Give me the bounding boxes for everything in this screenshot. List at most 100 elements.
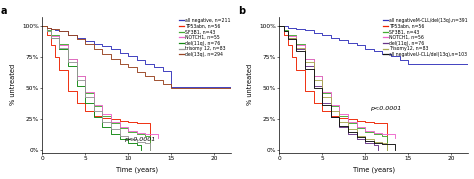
all negativeU-CLL/del(13q),n=103	[285, 38, 291, 40]
all negativeM-CLL/del(13q),n=391	[337, 39, 342, 41]
del(11q), n=76	[82, 85, 88, 87]
TP53abn, n=56	[117, 120, 122, 122]
del(11q), n=76	[56, 37, 62, 39]
SF3B1, n=43	[354, 122, 359, 124]
del(11q), n=76	[82, 102, 88, 104]
Trisomy12, n=83	[328, 96, 334, 98]
SF3B1, n=43	[337, 105, 342, 107]
all negativeU-CLL/del(13q),n=103	[371, 139, 377, 142]
del(13q), n=294	[48, 28, 54, 30]
all negativeM-CLL/del(13q),n=391	[345, 39, 351, 41]
all negativeU-CLL/del(13q),n=103	[388, 143, 394, 145]
all negativeU-CLL/del(13q),n=103	[328, 103, 334, 106]
TP53abn, n=56	[48, 34, 54, 36]
all negativeM-CLL/del(13q),n=391	[319, 34, 325, 36]
SF3B1, n=43	[126, 127, 131, 129]
all negativeM-CLL/del(13q),n=391	[328, 37, 334, 39]
SF3B1, n=43	[143, 134, 148, 137]
SF3B1, n=43	[371, 133, 377, 135]
all negative, n=211	[91, 40, 97, 42]
Text: a: a	[0, 6, 7, 16]
del(13q), n=294	[151, 79, 157, 81]
NOTCH1, n=55	[74, 58, 80, 60]
del(11q), n=76	[319, 85, 325, 87]
del(13q), n=294	[82, 38, 88, 40]
NOTCH1, n=55	[91, 103, 97, 106]
del(11q), n=76	[74, 65, 80, 67]
del(11q), n=76	[134, 142, 140, 144]
Trisomy12, n=83	[293, 47, 299, 49]
Y-axis label: % untreated: % untreated	[10, 64, 17, 105]
all negativeM-CLL/del(13q),n=391	[345, 42, 351, 44]
TP53abn, n=56	[143, 122, 148, 124]
SF3B1, n=43	[117, 122, 122, 124]
del(11q), n=76	[311, 85, 317, 87]
del(11q), n=76	[319, 102, 325, 104]
all negative, n=211	[117, 48, 122, 50]
all negativeM-CLL/del(13q),n=391	[293, 27, 299, 29]
NOTCH1, n=56	[293, 35, 299, 37]
del(11q), n=76	[117, 133, 122, 135]
SF3B1, n=43	[117, 127, 122, 129]
all negative, n=211	[74, 34, 80, 36]
all negative, n=211	[44, 25, 49, 28]
all negativeU-CLL/del(13q),n=103	[388, 143, 394, 145]
all negativeM-CLL/del(13q),n=391	[311, 29, 317, 31]
TP53abn, n=56	[319, 110, 325, 112]
trisomy 12, n=83	[117, 128, 122, 130]
Trisomy12, n=83	[293, 37, 299, 39]
NOTCH1, n=56	[371, 132, 377, 134]
all negativeM-CLL/del(13q),n=391	[363, 48, 368, 50]
TP53abn, n=56	[371, 122, 377, 124]
NOTCH1, n=56	[328, 103, 334, 106]
all negativeM-CLL/del(13q),n=391	[285, 27, 291, 29]
TP53abn, n=56	[147, 122, 153, 124]
all negativeM-CLL/del(13q),n=391	[414, 63, 419, 65]
SF3B1, n=43	[363, 131, 368, 133]
TP53abn, n=56	[311, 90, 317, 92]
all negativeM-CLL/del(13q),n=391	[281, 25, 286, 28]
Trisomy12, n=83	[345, 128, 351, 130]
NOTCH1, n=55	[44, 30, 49, 33]
all negative, n=211	[168, 70, 174, 72]
all negativeU-CLL/del(13q),n=103	[302, 50, 308, 52]
NOTCH1, n=55	[134, 132, 140, 134]
trisomy 12, n=83	[143, 142, 148, 144]
Line: all negative, n=211: all negative, n=211	[42, 26, 231, 87]
all negative, n=211	[143, 63, 148, 65]
SF3B1, n=43	[337, 115, 342, 117]
NOTCH1, n=55	[126, 126, 131, 128]
Trisomy12, n=83	[311, 79, 317, 81]
SF3B1, n=43	[82, 75, 88, 77]
del(13q), n=294	[177, 87, 182, 90]
trisomy 12, n=83	[44, 25, 49, 28]
SF3B1, n=43	[384, 134, 390, 137]
all negativeU-CLL/del(13q),n=103	[363, 139, 368, 142]
TP53abn, n=56	[337, 117, 342, 119]
trisomy 12, n=83	[82, 96, 88, 98]
TP53abn, n=56	[82, 102, 88, 104]
del(11q), n=76	[302, 65, 308, 67]
all negativeU-CLL/del(13q),n=103	[293, 50, 299, 52]
SF3B1, n=43	[328, 92, 334, 95]
Trisomy12, n=83	[380, 141, 385, 143]
NOTCH1, n=56	[285, 35, 291, 37]
all negative, n=211	[52, 29, 58, 31]
Trisomy12, n=83	[319, 96, 325, 98]
NOTCH1, n=55	[117, 126, 122, 128]
del(13q), n=294	[100, 53, 105, 55]
del(13q), n=294	[91, 48, 97, 50]
TP53abn, n=56	[354, 118, 359, 120]
del(11q), n=76	[293, 48, 299, 50]
TP53abn, n=56	[289, 56, 295, 59]
del(13q), n=294	[143, 71, 148, 73]
del(13q), n=294	[134, 66, 140, 69]
TP53abn, n=56	[44, 25, 49, 28]
del(13q), n=294	[108, 53, 114, 55]
SF3B1, n=43	[100, 115, 105, 117]
Line: NOTCH1, n=56: NOTCH1, n=56	[279, 26, 395, 138]
del(11q), n=76	[285, 37, 291, 39]
all negativeM-CLL/del(13q),n=391	[465, 63, 471, 65]
Trisomy12, n=83	[302, 61, 308, 64]
all negativeU-CLL/del(13q),n=103	[345, 125, 351, 127]
